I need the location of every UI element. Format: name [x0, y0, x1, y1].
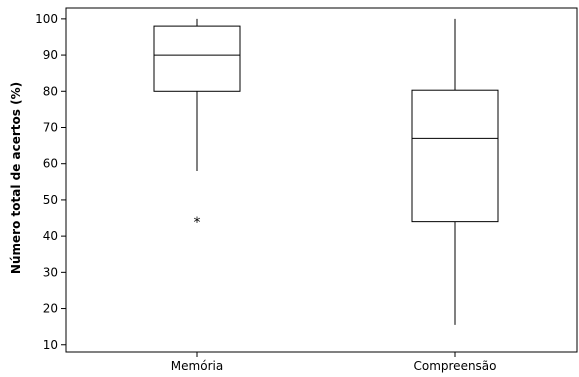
x-tick-label: Compreensão [413, 359, 496, 373]
y-tick-label: 60 [43, 157, 58, 171]
y-tick-label: 100 [35, 12, 58, 26]
y-axis-title: Número total de acertos (%) [9, 82, 23, 274]
box-compreensão [411, 18, 499, 325]
box-memória: * [153, 18, 241, 231]
y-tick-label: 30 [43, 265, 58, 279]
box-series: * [153, 18, 499, 325]
y-tick-label: 20 [43, 302, 58, 316]
y-tick-label: 50 [43, 193, 58, 207]
y-axis: 10 20 30 40 50 60 70 80 90 100 [35, 12, 66, 352]
y-tick-label: 80 [43, 84, 58, 98]
y-tick-label: 70 [43, 120, 58, 134]
y-tick-label: 40 [43, 229, 58, 243]
iqr-box [153, 25, 241, 92]
x-axis: Memória Compreensão [171, 352, 497, 373]
plot-frame [65, 7, 578, 353]
x-tick-label: Memória [171, 359, 223, 373]
iqr-box [411, 89, 499, 223]
y-tick-label: 90 [43, 48, 58, 62]
outlier-point: * [194, 215, 201, 231]
y-tick-label: 10 [43, 338, 58, 352]
plot-border [65, 7, 578, 353]
